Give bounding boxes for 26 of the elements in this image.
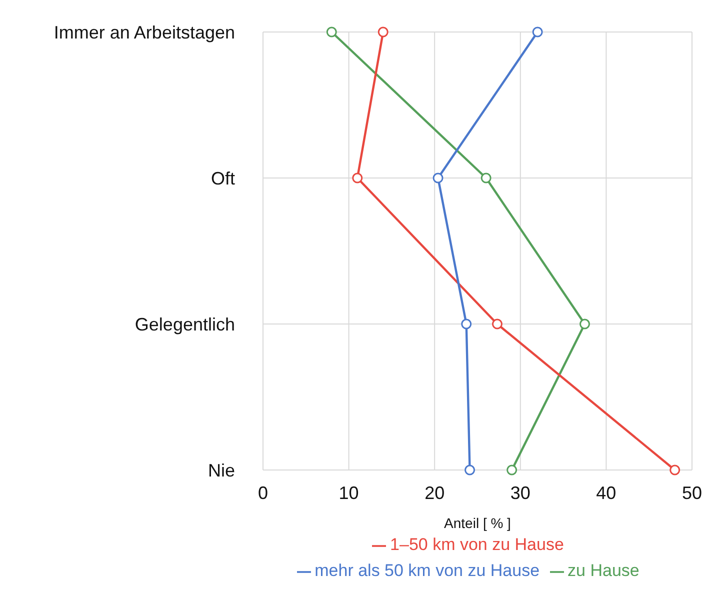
point — [461, 318, 472, 330]
y-tick-label: Immer an Arbeitstagen — [54, 22, 235, 42]
point — [378, 26, 388, 38]
x-tick-label: 50 — [682, 482, 702, 503]
x-tick-label: 30 — [510, 482, 530, 503]
legend-label: zu Hause — [568, 561, 640, 580]
y-tick-label: Gelegentlich — [134, 314, 235, 334]
point — [506, 464, 518, 476]
point — [670, 464, 680, 476]
x-tick-label: 40 — [596, 482, 616, 503]
point — [492, 318, 502, 330]
point — [432, 172, 444, 184]
legend-label: mehr als 50 km von zu Hause — [314, 561, 540, 580]
x-tick-label: 20 — [424, 482, 445, 503]
y-tick-label: Oft — [210, 168, 235, 188]
x-axis-title: Anteil [ % ] — [444, 515, 511, 531]
point — [532, 26, 543, 38]
legend-label: 1–50 km von zu Hause — [390, 535, 564, 554]
x-tick-label: 10 — [338, 482, 359, 503]
point — [352, 172, 363, 184]
point — [464, 464, 476, 476]
point — [480, 172, 492, 184]
point — [580, 318, 590, 330]
x-tick-label: 0 — [258, 482, 268, 503]
y-tick-label: Nie — [208, 460, 235, 480]
point — [326, 26, 337, 38]
